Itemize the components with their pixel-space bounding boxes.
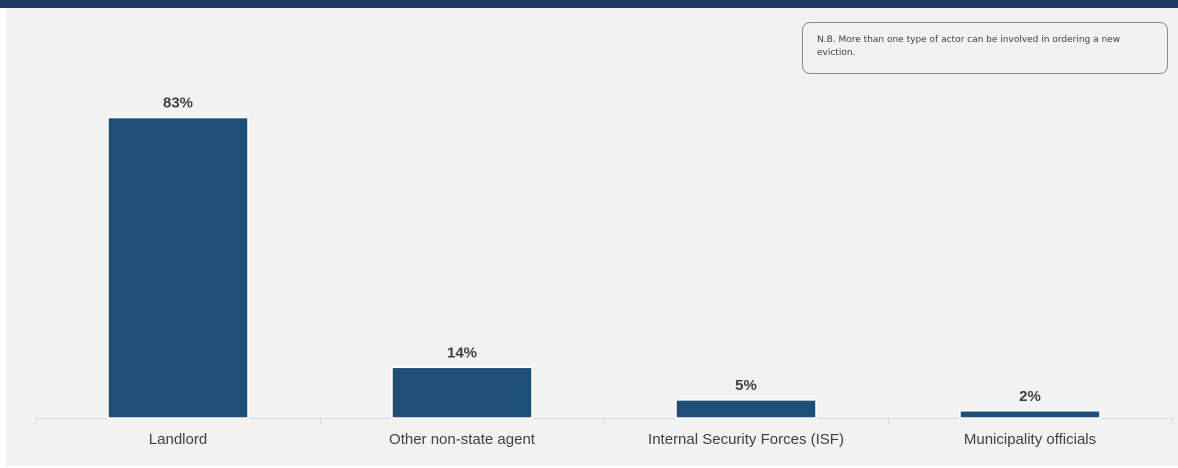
bar-0 — [107, 116, 249, 419]
bar-1 — [391, 366, 533, 419]
data-label-1: 14% — [447, 344, 477, 361]
data-label-0: 83% — [163, 95, 193, 112]
data-label-2: 5% — [735, 377, 757, 394]
note-text: N.B. More than one type of actor can be … — [817, 35, 1121, 58]
note-box: N.B. More than one type of actor can be … — [802, 22, 1168, 74]
data-label-3: 2% — [1019, 388, 1041, 405]
title-bar — [0, 0, 1178, 8]
x-tick-label-1: Other non-state agent — [389, 431, 536, 448]
x-tick-label-3: Municipality officials — [964, 431, 1096, 448]
bar-2 — [675, 399, 817, 419]
x-tick-label-0: Landlord — [149, 431, 207, 448]
x-tick-label-2: Internal Security Forces (ISF) — [648, 431, 844, 448]
bar-3 — [959, 410, 1101, 419]
